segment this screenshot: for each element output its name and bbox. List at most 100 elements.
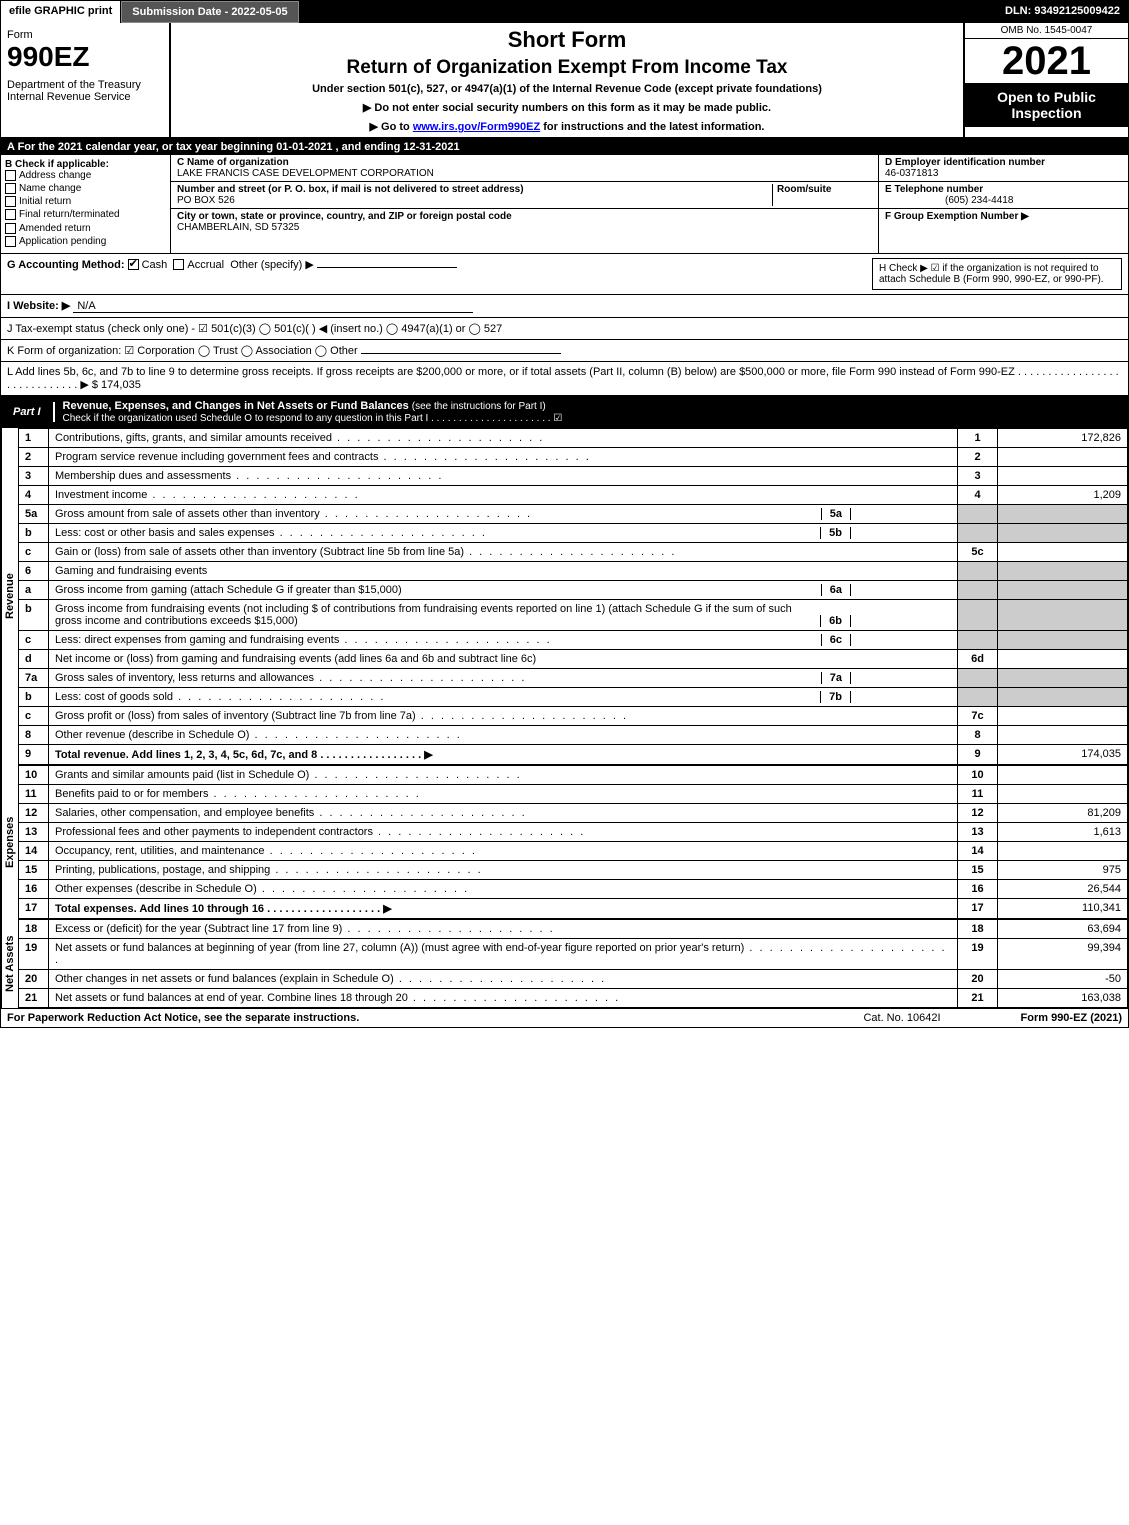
revenue-table: 1Contributions, gifts, grants, and simil…	[18, 428, 1128, 765]
l-text: L Add lines 5b, 6c, and 7b to line 9 to …	[7, 366, 1119, 391]
row-i-website: I Website: ▶ N/A	[1, 295, 1128, 318]
j-text: J Tax-exempt status (check only one) - ☑…	[7, 323, 502, 335]
f-group-label: F Group Exemption Number ▶	[885, 211, 1029, 222]
d-ein-label: D Employer identification number	[885, 157, 1045, 168]
line-2: 2Program service revenue including gover…	[19, 447, 1128, 466]
line-16: 16Other expenses (describe in Schedule O…	[19, 879, 1128, 898]
column-b: B Check if applicable: Address change Na…	[1, 155, 171, 253]
expenses-table: 10Grants and similar amounts paid (list …	[18, 765, 1128, 919]
line-13: 13Professional fees and other payments t…	[19, 822, 1128, 841]
line-18: 18Excess or (deficit) for the year (Subt…	[19, 919, 1128, 938]
line-6a: aGross income from gaming (attach Schedu…	[19, 580, 1128, 599]
chk-amended-return-label: Amended return	[19, 223, 91, 234]
c-street-label: Number and street (or P. O. box, if mail…	[177, 184, 524, 195]
column-c: C Name of organization LAKE FRANCIS CASE…	[171, 155, 878, 253]
g-label: G Accounting Method:	[7, 259, 125, 271]
line-5b: bLess: cost or other basis and sales exp…	[19, 523, 1128, 542]
row-k-form-org: K Form of organization: ☑ Corporation ◯ …	[1, 340, 1128, 362]
chk-final-return[interactable]: Final return/terminated	[5, 209, 166, 220]
org-street: PO BOX 526	[177, 195, 235, 206]
part1-title-text: Revenue, Expenses, and Changes in Net As…	[63, 400, 409, 412]
c-room-label: Room/suite	[777, 184, 831, 195]
line-15: 15Printing, publications, postage, and s…	[19, 860, 1128, 879]
part1-subtitle: (see the instructions for Part I)	[412, 401, 546, 412]
line-6d: dNet income or (loss) from gaming and fu…	[19, 649, 1128, 668]
line-11: 11Benefits paid to or for members11	[19, 784, 1128, 803]
k-text: K Form of organization: ☑ Corporation ◯ …	[7, 345, 358, 357]
chk-cash[interactable]	[128, 259, 139, 270]
g-accounting: G Accounting Method: Cash Accrual Other …	[7, 258, 872, 290]
top-bar: efile GRAPHIC print Submission Date - 20…	[1, 1, 1128, 23]
note-ssn: ▶ Do not enter social security numbers o…	[175, 101, 959, 114]
chk-initial-return[interactable]: Initial return	[5, 196, 166, 207]
part1-tab: Part I	[1, 402, 55, 422]
form-container: efile GRAPHIC print Submission Date - 20…	[0, 0, 1129, 1028]
chk-application-pending[interactable]: Application pending	[5, 236, 166, 247]
block-b-c-d: B Check if applicable: Address change Na…	[1, 155, 1128, 254]
line-9: 9Total revenue. Add lines 1, 2, 3, 4, 5c…	[19, 744, 1128, 764]
line-19: 19Net assets or fund balances at beginni…	[19, 938, 1128, 969]
line-7a: 7aGross sales of inventory, less returns…	[19, 668, 1128, 687]
form-number: 990EZ	[7, 41, 163, 73]
line-7b: bLess: cost of goods sold7b	[19, 687, 1128, 706]
expenses-section: Expenses 10Grants and similar amounts pa…	[1, 765, 1128, 919]
note-goto-suffix: for instructions and the latest informat…	[540, 121, 764, 133]
note-goto: ▶ Go to www.irs.gov/Form990EZ for instru…	[175, 120, 959, 133]
chk-name-change[interactable]: Name change	[5, 183, 166, 194]
revenue-side-label: Revenue	[1, 428, 18, 765]
line-12: 12Salaries, other compensation, and empl…	[19, 803, 1128, 822]
line-14: 14Occupancy, rent, utilities, and mainte…	[19, 841, 1128, 860]
dln-label: DLN: 93492125009422	[997, 1, 1128, 23]
line-21: 21Net assets or fund balances at end of …	[19, 988, 1128, 1007]
header-left: Form 990EZ Department of the Treasury In…	[1, 23, 171, 137]
ein-value: 46-0371813	[885, 168, 938, 179]
netassets-side-label: Net Assets	[1, 919, 18, 1008]
c-street-cell: Number and street (or P. O. box, if mail…	[171, 182, 878, 209]
d-ein-cell: D Employer identification number 46-0371…	[879, 155, 1128, 182]
f-group-cell: F Group Exemption Number ▶	[879, 209, 1128, 224]
chk-cash-label: Cash	[142, 259, 168, 271]
h-schedule-b: H Check ▶ ☑ if the organization is not r…	[872, 258, 1122, 290]
chk-name-change-label: Name change	[19, 183, 81, 194]
g-other-label: Other (specify) ▶	[230, 259, 314, 271]
l-amount: 174,035	[101, 379, 141, 391]
line-6: 6Gaming and fundraising events	[19, 561, 1128, 580]
c-city-cell: City or town, state or province, country…	[171, 209, 878, 235]
c-city-label: City or town, state or province, country…	[177, 211, 512, 222]
part1-title: Revenue, Expenses, and Changes in Net As…	[55, 396, 1128, 428]
line-6b: bGross income from fundraising events (n…	[19, 599, 1128, 630]
line-7c: cGross profit or (loss) from sales of in…	[19, 706, 1128, 725]
footer-catno: Cat. No. 10642I	[863, 1012, 940, 1024]
chk-address-change-label: Address change	[19, 170, 91, 181]
k-other-input[interactable]	[361, 353, 561, 354]
chk-accrual[interactable]	[173, 259, 184, 270]
note-goto-prefix: ▶ Go to	[370, 121, 413, 133]
line-17: 17Total expenses. Add lines 10 through 1…	[19, 898, 1128, 918]
inspection-badge: Open to Public Inspection	[965, 83, 1128, 127]
line-3: 3Membership dues and assessments3	[19, 466, 1128, 485]
title-return: Return of Organization Exempt From Incom…	[175, 57, 959, 79]
part1-header: Part I Revenue, Expenses, and Changes in…	[1, 396, 1128, 428]
irs-link[interactable]: www.irs.gov/Form990EZ	[413, 121, 540, 133]
netassets-table: 18Excess or (deficit) for the year (Subt…	[18, 919, 1128, 1008]
e-tel-label: E Telephone number	[885, 184, 983, 195]
line-5c: cGain or (loss) from sale of assets othe…	[19, 542, 1128, 561]
line-5a: 5aGross amount from sale of assets other…	[19, 504, 1128, 523]
c-name-cell: C Name of organization LAKE FRANCIS CASE…	[171, 155, 878, 182]
form-word: Form	[7, 29, 163, 41]
g-other-input[interactable]	[317, 267, 457, 268]
chk-amended-return[interactable]: Amended return	[5, 223, 166, 234]
chk-accrual-label: Accrual	[187, 259, 224, 271]
footer-formname: Form 990-EZ (2021)	[1021, 1012, 1122, 1024]
website-value: N/A	[73, 300, 473, 313]
line-20: 20Other changes in net assets or fund ba…	[19, 969, 1128, 988]
tax-year: 2021	[965, 39, 1128, 83]
title-short-form: Short Form	[175, 27, 959, 53]
row-a-taxyear: A For the 2021 calendar year, or tax yea…	[1, 139, 1128, 155]
netassets-section: Net Assets 18Excess or (deficit) for the…	[1, 919, 1128, 1008]
chk-address-change[interactable]: Address change	[5, 170, 166, 181]
row-j-tax-exempt: J Tax-exempt status (check only one) - ☑…	[1, 318, 1128, 340]
efile-print-button[interactable]: efile GRAPHIC print	[1, 1, 121, 23]
column-d-e-f: D Employer identification number 46-0371…	[878, 155, 1128, 253]
department: Department of the Treasury Internal Reve…	[7, 79, 163, 103]
